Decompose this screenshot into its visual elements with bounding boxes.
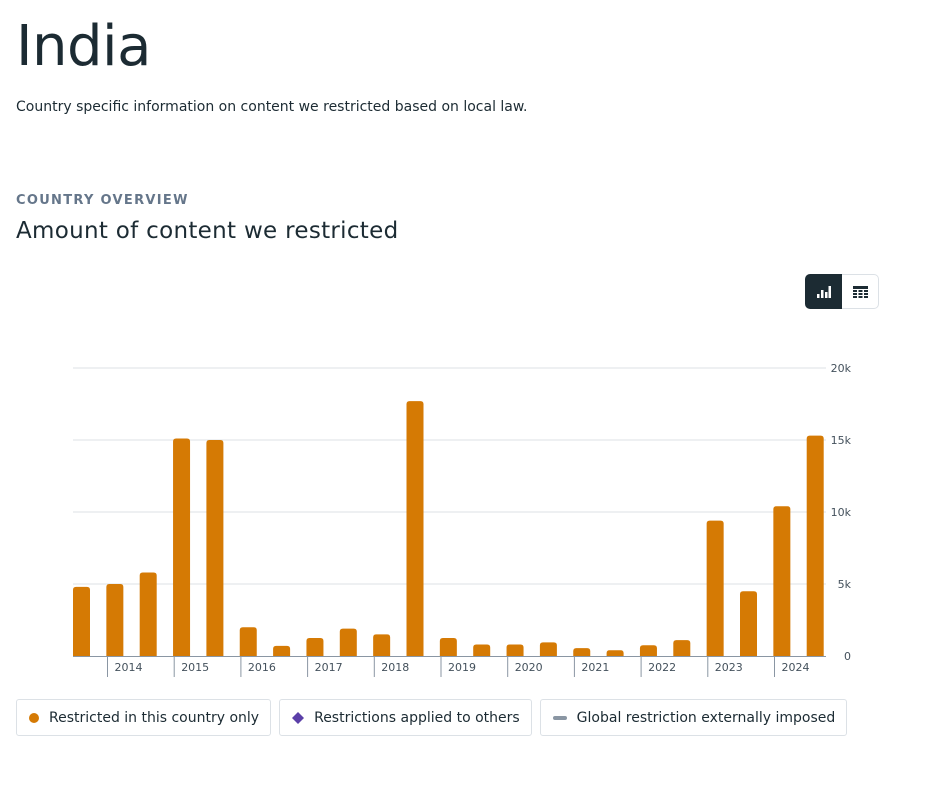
bar	[106, 584, 124, 656]
y-tick-label: 5k	[838, 578, 852, 591]
bar	[73, 586, 90, 656]
chart-legend: Restricted in this country only Restrict…	[16, 699, 848, 736]
legend-item-country-only[interactable]: Restricted in this country only	[16, 699, 272, 736]
y-tick-label: 15k	[831, 434, 852, 447]
circle-marker-icon	[29, 712, 39, 723]
dash-marker-icon	[552, 715, 567, 720]
x-tick-label: 2018	[381, 661, 409, 674]
table-view-button[interactable]	[842, 274, 879, 309]
bar-chart-icon	[816, 285, 831, 298]
x-tick-label: 2020	[515, 661, 543, 674]
y-tick-label: 0	[844, 650, 851, 663]
chart-view-button[interactable]	[805, 274, 842, 309]
x-tick-label: 2016	[248, 661, 276, 674]
legend-item-global-restriction[interactable]: Global restriction externally imposed	[539, 699, 848, 736]
bar	[373, 634, 391, 656]
y-tick-label: 20k	[831, 362, 852, 375]
bar	[740, 591, 757, 656]
y-tick-label: 10k	[831, 506, 852, 519]
x-tick-label: 2023	[715, 661, 743, 674]
bar	[806, 435, 824, 656]
bar	[573, 648, 591, 656]
bar	[639, 645, 657, 656]
x-tick-label: 2017	[315, 661, 343, 674]
legend-label: Restrictions applied to others	[314, 709, 520, 726]
section-eyebrow: COUNTRY OVERVIEW	[16, 193, 189, 208]
x-tick-label: 2021	[581, 661, 609, 674]
bar	[773, 506, 791, 656]
bar	[506, 644, 524, 656]
x-tick-label: 2024	[782, 661, 810, 674]
bar	[206, 440, 224, 656]
section-heading: Amount of content we restricted	[16, 218, 399, 244]
bar	[606, 650, 624, 656]
bar	[439, 638, 457, 656]
bar	[406, 401, 424, 656]
bar-chart: 0 5k 10k 15k 20k 2014 2015 2016 2017 2018 2019 2020…	[73, 362, 852, 677]
bar	[139, 572, 157, 656]
diamond-marker-icon	[292, 711, 305, 724]
page-title: India	[16, 14, 151, 79]
view-toggle	[805, 274, 879, 309]
bar	[706, 520, 724, 656]
bar	[239, 627, 257, 656]
x-tick-label: 2014	[115, 661, 143, 674]
x-tick-label: 2019	[448, 661, 476, 674]
legend-item-applied-to-others[interactable]: Restrictions applied to others	[279, 699, 532, 736]
bar	[473, 644, 491, 656]
bar	[273, 645, 291, 656]
x-tick-label: 2015	[181, 661, 209, 674]
bar	[306, 638, 324, 656]
table-icon	[852, 285, 868, 298]
legend-label: Restricted in this country only	[49, 709, 260, 726]
bar	[673, 640, 691, 656]
bar	[339, 628, 357, 656]
x-tick-label: 2022	[648, 661, 676, 674]
page-subtitle: Country specific information on content …	[16, 99, 528, 115]
bar	[539, 642, 557, 656]
legend-label: Global restriction externally imposed	[576, 709, 836, 726]
bar	[173, 438, 191, 656]
